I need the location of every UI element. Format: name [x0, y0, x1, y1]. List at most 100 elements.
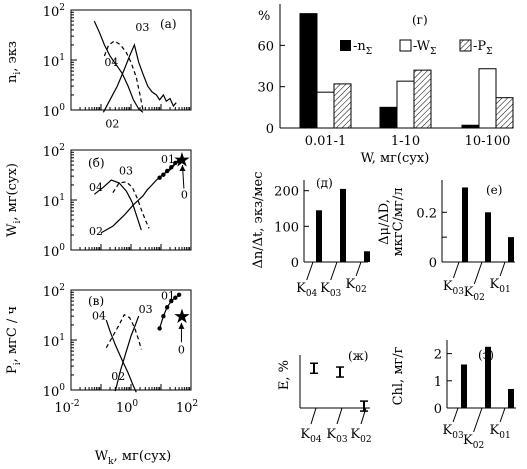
series-point-01	[169, 298, 174, 304]
series-line-03	[103, 40, 144, 113]
category-label: K04	[300, 427, 321, 445]
category-tick	[336, 407, 343, 425]
bar	[340, 188, 346, 262]
bar	[316, 210, 322, 262]
category-label: K03	[443, 279, 464, 297]
panel-g-label: (г)	[412, 13, 428, 27]
series-label-03: 03	[119, 165, 133, 178]
series-label-04: 04	[89, 181, 103, 194]
y-tick-label: 30	[257, 81, 274, 96]
bar	[508, 237, 514, 262]
bar-open-1	[396, 80, 415, 129]
panel-e-ylabel-2: мкгС/мг/л	[391, 188, 406, 257]
category-tick	[473, 261, 483, 285]
x-tick-label: 10-100	[465, 134, 511, 149]
category-label: K03	[326, 427, 347, 445]
series-point-01	[161, 172, 166, 177]
bar	[462, 187, 468, 262]
series-label-04: 04	[104, 56, 118, 69]
bar-open-2	[478, 68, 497, 129]
bar	[508, 388, 514, 408]
svg-text:мкгС/мг/л: мкгС/мг/л	[391, 188, 406, 257]
panel-a-label: (а)	[160, 17, 177, 31]
bar-hatch-0	[333, 83, 352, 129]
category-tick	[306, 261, 314, 281]
series-label-01: 01	[161, 289, 175, 302]
x-tick-label: 0.01-1	[305, 134, 347, 149]
series-point-01	[157, 175, 162, 180]
panel-a: (а) 100 101 102 04 03 02 ni, экз	[5, 3, 192, 130]
category-label: K01	[490, 423, 511, 441]
series-label-04: 04	[92, 309, 106, 322]
bar-solid-0	[299, 13, 318, 129]
y-tick-label: 101	[43, 333, 65, 350]
series-label-02: 02	[111, 370, 125, 383]
series-line-04	[93, 20, 144, 113]
panel-c-ylabel: Pi, мгС / ч	[5, 306, 23, 374]
series-line-04	[105, 319, 137, 393]
panel-b-label: (б)	[88, 156, 105, 170]
legend-swatch-n	[340, 40, 351, 51]
y-tick-label: 100	[43, 103, 66, 120]
panel-zh-label: (ж)	[348, 349, 368, 363]
bar-solid-2	[461, 124, 480, 129]
category-tick	[499, 261, 506, 277]
bar-open-0	[316, 91, 335, 129]
y-tick-label: 102	[43, 283, 65, 300]
svg-text:Δμ/ΔD,: Δμ/ΔD,	[377, 199, 392, 245]
series-point-01	[164, 305, 170, 310]
panel-d-label: (д)	[316, 176, 333, 190]
panel-b-ylabel: Wi, мг(сух)	[5, 163, 23, 237]
series-line-03	[105, 313, 142, 350]
svg-text:E, %: E, %	[277, 360, 292, 390]
series-label-02: 02	[105, 117, 119, 130]
category-label: K02	[346, 277, 367, 295]
y-tick-label: 0	[291, 256, 299, 271]
y-tick-label: 100	[274, 220, 299, 235]
svg-text:Wi, мг(сух): Wi, мг(сух)	[5, 163, 23, 237]
star-arrow-head	[178, 322, 185, 329]
series-label-01: 01	[161, 153, 175, 166]
category-label: K04	[296, 281, 317, 299]
legend-label-w: -WΣ	[413, 39, 436, 57]
panel-g-legend: -nΣ -WΣ -PΣ	[340, 39, 493, 57]
panel-c-label: (в)	[88, 294, 104, 308]
series-line-02	[102, 43, 177, 113]
series-line-02	[100, 160, 178, 234]
panel-e-label: (е)	[486, 183, 502, 197]
category-tick	[355, 261, 362, 277]
y-tick-label: 102	[43, 3, 65, 20]
bar-hatch-2	[495, 97, 514, 129]
x-tick-label: 102	[176, 399, 198, 416]
category-label: K01	[490, 277, 511, 295]
series-point-01	[161, 313, 166, 319]
category-tick	[473, 407, 483, 433]
bar-solid-1	[379, 106, 398, 129]
y-tick-label: 0	[429, 256, 437, 271]
panel-b: (б) 100 101 102 04 03 02 01★ 0 Wi, мг(сух)	[5, 143, 192, 260]
svg-text:Pi, мгС / ч: Pi, мгС / ч	[5, 306, 23, 374]
panel-e-ylabel: Δμ/ΔD,	[377, 199, 392, 245]
panel-g-xlabel: W, мг(сух)	[361, 151, 430, 166]
series-point-01	[169, 165, 174, 170]
panel-d: (д) Δn/Δt, экз/мес 0 100 200 K04 K03 K02	[251, 172, 370, 299]
star-label: 0	[178, 343, 185, 356]
y-tick-label: 101	[43, 53, 65, 70]
category-label: K03	[443, 423, 464, 441]
y-tick-label: 0	[266, 122, 274, 137]
star-arrow-head	[179, 165, 186, 172]
series-line-04	[93, 179, 142, 231]
category-label: K03	[320, 281, 341, 299]
y-tick-label: 2	[434, 348, 442, 363]
category-tick	[452, 261, 460, 279]
svg-text:ni, экз: ni, экз	[5, 41, 23, 83]
y-tick-label: 100	[43, 383, 66, 400]
bar	[461, 364, 467, 408]
panel-c-xlabel: Wk, мг(сух)	[95, 449, 171, 467]
category-label: K02	[464, 285, 485, 303]
category-tick	[360, 407, 367, 425]
x-tick-label: 1-10	[391, 134, 420, 149]
series-line-02	[114, 315, 140, 392]
series-point-01	[176, 158, 182, 164]
